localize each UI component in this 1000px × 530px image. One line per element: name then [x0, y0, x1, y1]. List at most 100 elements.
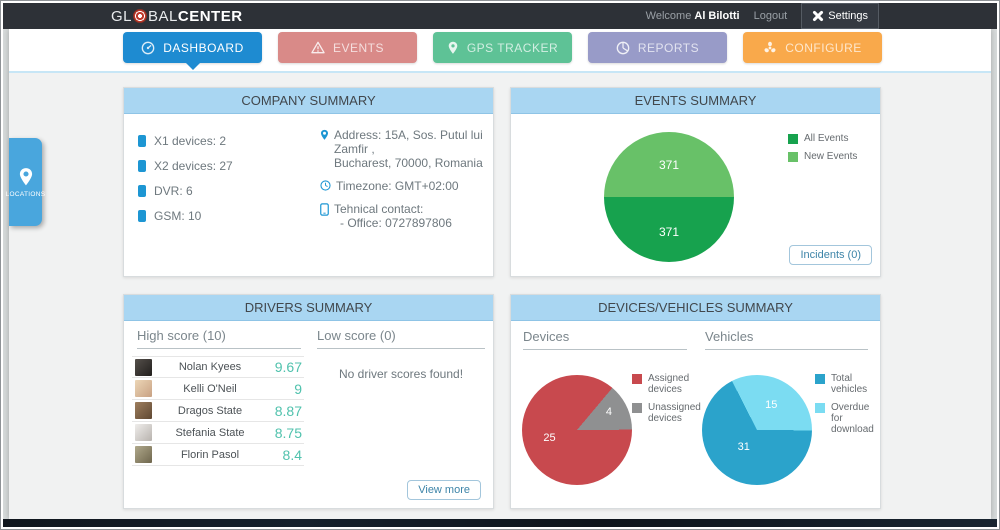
driver-avatar — [135, 402, 152, 419]
address-text: Address: 15A, Sos. Putul lui Zamfir , Buc… — [334, 128, 485, 170]
high-score-header-label: High score (10) — [137, 328, 226, 343]
assigned-devices-value: 25 — [543, 431, 556, 444]
tab-configure[interactable]: CONFIGURE — [743, 32, 882, 63]
dvr-count: DVR: 6 — [154, 183, 193, 198]
company-summary-title: COMPANY SUMMARY — [124, 88, 493, 114]
devices-vehicles-summary-panel: DEVICES/VEHICLES SUMMARY Devices Vehicle… — [510, 294, 881, 509]
driver-name: Florin Pasol — [180, 448, 240, 461]
vehicles-header-label: Vehicles — [705, 329, 754, 344]
logo-text-2: BAL — [148, 7, 178, 25]
driver-name: Kelli O'Neil — [183, 382, 237, 395]
gsm-count: GSM: 10 — [154, 208, 202, 223]
high-score-list: Nolan Kyees 9.67 Kelli O'Neil 9 Dragos Sta… — [132, 356, 304, 466]
settings-button[interactable]: Settings — [801, 3, 879, 29]
locations-tab-label: LOCATIONS — [5, 190, 46, 198]
gauge-icon — [141, 41, 155, 54]
divider — [317, 348, 485, 349]
logo-text-1: GL — [111, 7, 133, 25]
low-score-header-label: Low score (0) — [317, 328, 396, 343]
total-vehicles-label: Total vehicles — [831, 373, 868, 395]
tab-dashboard[interactable]: DASHBOARD — [123, 32, 262, 63]
fan-gear-icon — [764, 41, 776, 52]
driver-avatar — [135, 446, 152, 463]
view-more-button[interactable]: View more — [407, 480, 481, 500]
tab-dashboard-label: DASHBOARD — [163, 40, 244, 55]
driver-row[interactable]: Kelli O'Neil 9 — [132, 378, 304, 400]
driver-name: Dragos State — [177, 404, 243, 417]
legend-item: Overdue for download — [815, 402, 879, 435]
app-logo: GL BAL CENTER — [111, 3, 243, 29]
drivers-summary-title: DRIVERS SUMMARY — [124, 295, 493, 321]
device-count-row: X1 devices: 2 — [138, 128, 233, 153]
divider — [137, 348, 301, 349]
devices-section-header: Devices — [523, 329, 687, 350]
overdue-download-swatch — [815, 403, 825, 413]
gps-pin-icon — [448, 41, 458, 54]
x2-devices-count: X2 devices: 27 — [154, 158, 233, 173]
driver-row[interactable]: Stefania State 8.75 — [132, 422, 304, 444]
username: Al Bilotti — [694, 10, 740, 22]
legend-item: New Events — [788, 151, 857, 162]
device-icon — [138, 134, 146, 147]
locations-side-tab[interactable]: LOCATIONS — [6, 138, 45, 226]
warning-triangle-icon — [311, 41, 325, 54]
contact-text: Tehnical contact: - Office: 0727897806 — [334, 202, 452, 230]
x1-devices-count: X1 devices: 2 — [154, 133, 227, 148]
logout-link[interactable]: Logout — [753, 10, 788, 22]
welcome-prefix: Welcome — [645, 10, 695, 22]
all-events-label: All Events — [804, 133, 849, 144]
nav-band: DASHBOARD EVENTS GPS TRACKER REPORTS CON… — [9, 29, 991, 73]
events-legend: All Events New Events — [788, 133, 857, 169]
top-bar-user-area: Welcome Al Bilotti Logout Settings — [646, 3, 879, 29]
devices-pie-chart: 25 4 — [522, 375, 632, 485]
company-summary-panel: COMPANY SUMMARY X1 devices: 2 X2 devices… — [123, 87, 494, 277]
events-summary-panel: EVENTS SUMMARY 371 371 All Events New Ev… — [510, 87, 881, 277]
device-icon — [138, 209, 146, 222]
new-events-swatch — [788, 152, 798, 162]
divider — [705, 349, 868, 350]
no-scores-message: No driver scores found! — [338, 367, 464, 381]
tab-gps-tracker-label: GPS TRACKER — [466, 40, 559, 55]
pie-chart-icon — [616, 41, 630, 54]
low-score-header: Low score (0) — [317, 328, 485, 349]
overdue-download-label: Overdue for download — [831, 402, 874, 435]
driver-score: 9.67 — [274, 359, 302, 375]
tools-icon — [812, 10, 824, 22]
driver-score: 8.75 — [274, 424, 302, 441]
driver-avatar — [135, 380, 152, 397]
contact-title: Tehnical contact: — [334, 202, 424, 216]
incidents-button[interactable]: Incidents (0) — [789, 245, 872, 265]
target-icon — [133, 9, 148, 23]
device-count-row: X2 devices: 27 — [138, 153, 233, 178]
company-device-counts: X1 devices: 2 X2 devices: 27 DVR: 6 GSM:… — [138, 128, 233, 228]
total-vehicles-value: 31 — [737, 440, 750, 453]
company-contact-info: Address: 15A, Sos. Putul lui Zamfir , Buc… — [320, 128, 485, 239]
welcome-text: Welcome Al Bilotti — [646, 10, 740, 22]
device-icon — [138, 159, 146, 172]
high-score-header: High score (10) — [137, 328, 301, 349]
driver-row[interactable]: Dragos State 8.87 — [132, 400, 304, 422]
tab-reports-label: REPORTS — [637, 40, 700, 55]
driver-score: 8.87 — [274, 402, 302, 419]
address-pin-icon — [320, 129, 329, 140]
driver-row[interactable]: Nolan Kyees 9.67 — [132, 356, 304, 378]
unassigned-devices-value: 4 — [605, 406, 612, 419]
vehicles-pie-chart: 31 15 — [702, 375, 812, 485]
all-events-swatch — [788, 134, 798, 144]
divider — [523, 349, 687, 350]
tab-reports[interactable]: REPORTS — [588, 32, 727, 63]
legend-item: Assigned devices — [632, 373, 704, 395]
drivers-summary-panel: DRIVERS SUMMARY High score (10) Low scor… — [123, 294, 494, 509]
location-pin-icon — [19, 167, 32, 185]
unassigned-devices-label: Unassigned devices — [648, 402, 701, 424]
device-icon — [138, 184, 146, 197]
tab-events[interactable]: EVENTS — [278, 32, 417, 63]
unassigned-devices-swatch — [632, 403, 642, 413]
driver-row[interactable]: Florin Pasol 8.4 — [132, 444, 304, 466]
tab-gps-tracker[interactable]: GPS TRACKER — [433, 32, 572, 63]
tab-configure-label: CONFIGURE — [785, 40, 862, 55]
driver-score: 8.4 — [282, 446, 302, 463]
overdue-download-value: 15 — [765, 398, 778, 411]
devices-header-label: Devices — [523, 329, 570, 344]
phone-icon — [320, 203, 329, 216]
